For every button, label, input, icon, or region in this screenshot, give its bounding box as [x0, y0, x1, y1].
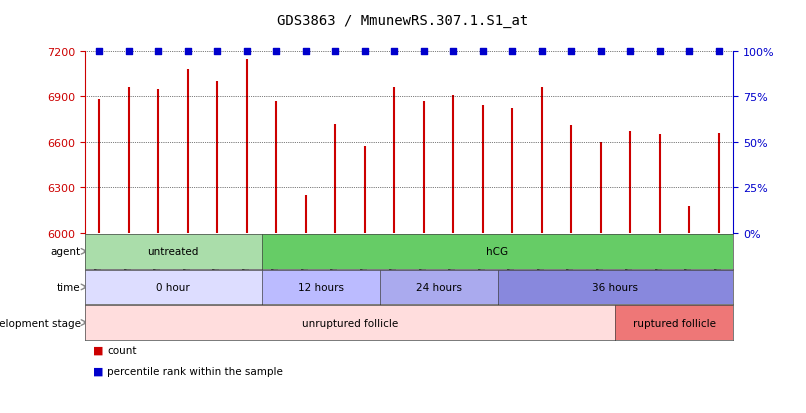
Text: ruptured follicle: ruptured follicle [633, 318, 716, 328]
Point [476, 48, 489, 55]
Text: time: time [57, 282, 81, 292]
Point [418, 48, 430, 55]
Point [713, 48, 725, 55]
Point [506, 48, 519, 55]
Point [152, 48, 164, 55]
Point [388, 48, 401, 55]
Text: percentile rank within the sample: percentile rank within the sample [107, 366, 283, 376]
Text: hCG: hCG [487, 247, 509, 257]
Text: development stage: development stage [0, 318, 81, 328]
Text: unruptured follicle: unruptured follicle [302, 318, 398, 328]
Point [565, 48, 578, 55]
Text: 12 hours: 12 hours [297, 282, 343, 292]
Text: agent: agent [51, 247, 81, 257]
Text: count: count [107, 345, 137, 355]
Point [211, 48, 224, 55]
Point [624, 48, 637, 55]
Point [329, 48, 342, 55]
Point [654, 48, 667, 55]
Point [299, 48, 312, 55]
Point [93, 48, 106, 55]
Point [181, 48, 194, 55]
Point [270, 48, 283, 55]
Text: GDS3863 / MmunewRS.307.1.S1_at: GDS3863 / MmunewRS.307.1.S1_at [277, 14, 529, 28]
Text: 36 hours: 36 hours [592, 282, 638, 292]
Text: 24 hours: 24 hours [416, 282, 462, 292]
Point [123, 48, 135, 55]
Point [683, 48, 696, 55]
Text: ■: ■ [93, 345, 103, 355]
Point [447, 48, 459, 55]
Point [594, 48, 607, 55]
Point [240, 48, 253, 55]
Text: untreated: untreated [147, 247, 199, 257]
Point [535, 48, 548, 55]
Text: 0 hour: 0 hour [156, 282, 190, 292]
Text: ■: ■ [93, 366, 103, 376]
Point [359, 48, 372, 55]
